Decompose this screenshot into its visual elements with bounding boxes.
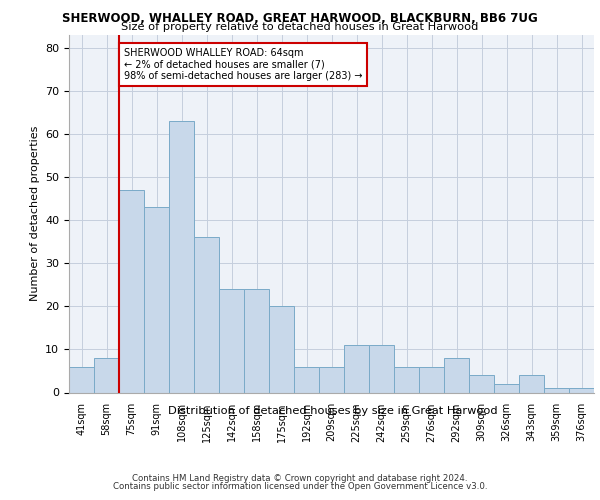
Bar <box>269 306 294 392</box>
Bar <box>444 358 469 392</box>
Bar <box>219 289 244 393</box>
Bar <box>394 366 419 392</box>
Text: SHERWOOD, WHALLEY ROAD, GREAT HARWOOD, BLACKBURN, BB6 7UG: SHERWOOD, WHALLEY ROAD, GREAT HARWOOD, B… <box>62 12 538 24</box>
Bar <box>569 388 594 392</box>
Text: Size of property relative to detached houses in Great Harwood: Size of property relative to detached ho… <box>121 22 479 32</box>
Y-axis label: Number of detached properties: Number of detached properties <box>29 126 40 302</box>
Bar <box>169 121 194 392</box>
Bar <box>519 376 544 392</box>
Bar <box>194 238 219 392</box>
Text: Contains HM Land Registry data © Crown copyright and database right 2024.: Contains HM Land Registry data © Crown c… <box>132 474 468 483</box>
Bar <box>369 345 394 393</box>
Bar <box>319 366 344 392</box>
Bar <box>94 358 119 392</box>
Bar <box>119 190 144 392</box>
Bar <box>544 388 569 392</box>
Bar <box>294 366 319 392</box>
Bar <box>494 384 519 392</box>
Bar <box>244 289 269 393</box>
Bar <box>69 366 94 392</box>
Bar <box>344 345 369 393</box>
Bar <box>469 376 494 392</box>
Text: Distribution of detached houses by size in Great Harwood: Distribution of detached houses by size … <box>168 406 498 416</box>
Bar <box>144 208 169 392</box>
Text: SHERWOOD WHALLEY ROAD: 64sqm
← 2% of detached houses are smaller (7)
98% of semi: SHERWOOD WHALLEY ROAD: 64sqm ← 2% of det… <box>124 48 362 81</box>
Text: Contains public sector information licensed under the Open Government Licence v3: Contains public sector information licen… <box>113 482 487 491</box>
Bar <box>419 366 444 392</box>
